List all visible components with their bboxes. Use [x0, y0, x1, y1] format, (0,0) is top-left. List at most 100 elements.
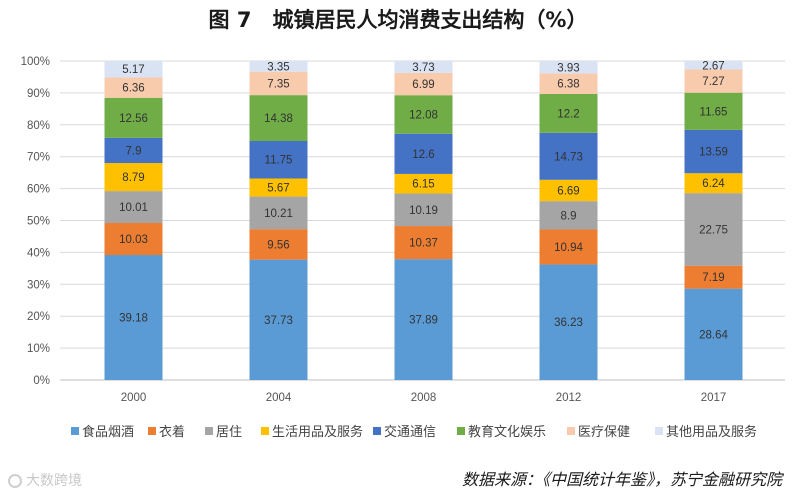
- y-tick-label: 60%: [27, 184, 50, 196]
- x-tick-label: 2004: [266, 392, 292, 404]
- legend-swatch: [373, 427, 381, 435]
- bar-segment-education-2008: [394, 95, 453, 134]
- bar-segment-housing-2004: [249, 196, 308, 230]
- data-label-daily-2000: 8.79: [122, 172, 144, 184]
- watermark: 大数跨境: [8, 470, 82, 490]
- data-label-education-2012: 12.2: [557, 108, 579, 120]
- bar-segment-education-2017: [684, 92, 743, 130]
- data-label-clothing-2004: 9.56: [267, 239, 289, 251]
- data-label-other-2004: 3.35: [267, 61, 289, 73]
- y-tick-label: 10%: [27, 343, 50, 355]
- bar-segment-transport-2000: [104, 137, 163, 164]
- legend-label: 教育文化娱乐: [468, 424, 546, 440]
- legend-label: 食品烟酒: [82, 424, 134, 440]
- legend-label: 生活用品及服务: [272, 424, 363, 440]
- legend-item-education: 教育文化娱乐: [457, 424, 546, 440]
- bar-segment-medical-2004: [249, 71, 308, 96]
- legend-item-housing: 居住: [205, 425, 242, 440]
- x-tick-label: 2008: [411, 392, 437, 404]
- data-label-clothing-2017: 7.19: [702, 272, 724, 284]
- data-label-clothing-2000: 10.03: [119, 234, 148, 246]
- data-label-other-2000: 5.17: [122, 64, 144, 76]
- legend-swatch: [71, 427, 79, 435]
- bar-segment-medical-2008: [394, 72, 453, 96]
- data-label-food-2004: 37.73: [264, 315, 293, 327]
- data-label-clothing-2008: 10.37: [409, 238, 438, 250]
- bar-segment-education-2004: [249, 95, 308, 142]
- data-label-education-2004: 14.38: [264, 113, 293, 125]
- bar-segment-clothing-2012: [539, 229, 598, 265]
- y-axis: 0% 10% 20% 30% 40% 50% 60% 70% 80% 90% 100%: [21, 56, 50, 387]
- bar-segment-other-2000: [104, 61, 163, 78]
- data-label-transport-2012: 14.73: [554, 151, 583, 163]
- data-label-clothing-2012: 10.94: [554, 242, 583, 254]
- data-label-transport-2000: 7.9: [126, 145, 142, 157]
- legend-label: 医疗保健: [578, 425, 630, 440]
- bar-segment-food-2008: [394, 259, 453, 380]
- bar-segment-other-2017: [684, 61, 743, 70]
- y-tick-label: 80%: [27, 120, 50, 132]
- bar-segment-daily-2012: [539, 179, 598, 202]
- y-tick-label: 90%: [27, 88, 50, 100]
- bar-segment-other-2012: [539, 61, 598, 74]
- y-tick-label: 50%: [27, 216, 50, 228]
- bar-segment-other-2004: [249, 61, 308, 72]
- bar-segment-medical-2012: [539, 73, 598, 94]
- x-tick-label: 2017: [701, 392, 727, 404]
- legend-label: 其他用品及服务: [666, 424, 757, 440]
- bar-segment-daily-2004: [249, 178, 308, 197]
- data-label-housing-2017: 22.75: [699, 224, 728, 236]
- source-note: 数据来源：《中国统计年鉴》，苏宁金融研究院: [461, 470, 782, 489]
- data-label-daily-2004: 5.67: [267, 183, 289, 195]
- bar-segment-medical-2017: [684, 69, 743, 93]
- y-tick-label: 70%: [27, 152, 50, 164]
- bar-area: 39.18 10.03 10.01 8.79 7.9 12.56 6.36 5.17 37.73…: [104, 60, 743, 380]
- data-label-food-2017: 28.64: [699, 329, 728, 341]
- y-tick-label: 0%: [33, 375, 50, 387]
- legend-swatch: [205, 427, 213, 435]
- bar-segment-food-2017: [684, 288, 743, 380]
- bar-segment-clothing-2000: [104, 223, 163, 256]
- legend-item-clothing: 衣着: [148, 424, 185, 440]
- data-label-medical-2017: 7.27: [702, 76, 724, 88]
- chart-title: 图 7 城镇居民人均消费支出结构（%）: [208, 8, 588, 32]
- data-label-housing-2008: 10.19: [409, 205, 438, 217]
- data-label-medical-2000: 6.36: [122, 83, 144, 95]
- bar-segment-medical-2000: [104, 77, 163, 98]
- legend-swatch: [457, 427, 465, 435]
- data-label-food-2008: 37.89: [409, 315, 438, 327]
- legend-item-other: 其他用品及服务: [655, 424, 757, 440]
- bar-segment-housing-2000: [104, 191, 163, 224]
- y-tick-label: 30%: [27, 279, 50, 291]
- data-label-daily-2017: 6.24: [702, 178, 725, 190]
- data-label-medical-2012: 6.38: [557, 79, 579, 91]
- bar-segment-other-2008: [394, 61, 453, 73]
- legend-label: 交通通信: [384, 424, 436, 440]
- bar-segment-daily-2000: [104, 163, 163, 192]
- y-tick-label: 40%: [27, 247, 50, 259]
- bar-segment-daily-2008: [394, 173, 453, 194]
- data-label-food-2012: 36.23: [554, 317, 583, 329]
- legend-item-daily: 生活用品及服务: [261, 424, 363, 440]
- legend-swatch: [567, 427, 575, 435]
- bar-segment-food-2012: [539, 264, 598, 380]
- x-tick-label: 2012: [556, 392, 582, 404]
- bar-segment-food-2004: [249, 259, 308, 380]
- x-tick-label: 2000: [121, 392, 147, 404]
- x-axis: 2000 2004 2008 2012 2017: [121, 392, 727, 404]
- bar-segment-transport-2017: [684, 129, 743, 174]
- legend-label: 衣着: [159, 424, 185, 440]
- data-label-other-2017: 2.67: [702, 60, 724, 72]
- bar-segment-housing-2017: [684, 193, 743, 266]
- data-label-other-2008: 3.73: [412, 62, 434, 74]
- legend-swatch: [655, 427, 663, 435]
- data-label-transport-2004: 11.75: [265, 155, 293, 167]
- legend-item-food: 食品烟酒: [71, 424, 134, 440]
- data-label-housing-2004: 10.21: [264, 208, 293, 220]
- data-label-daily-2008: 6.15: [412, 179, 434, 191]
- bar-segment-food-2000: [104, 255, 163, 380]
- legend-item-transport: 交通通信: [373, 424, 436, 440]
- bar-segment-housing-2008: [394, 193, 453, 227]
- watermark-text: 大数跨境: [26, 473, 82, 489]
